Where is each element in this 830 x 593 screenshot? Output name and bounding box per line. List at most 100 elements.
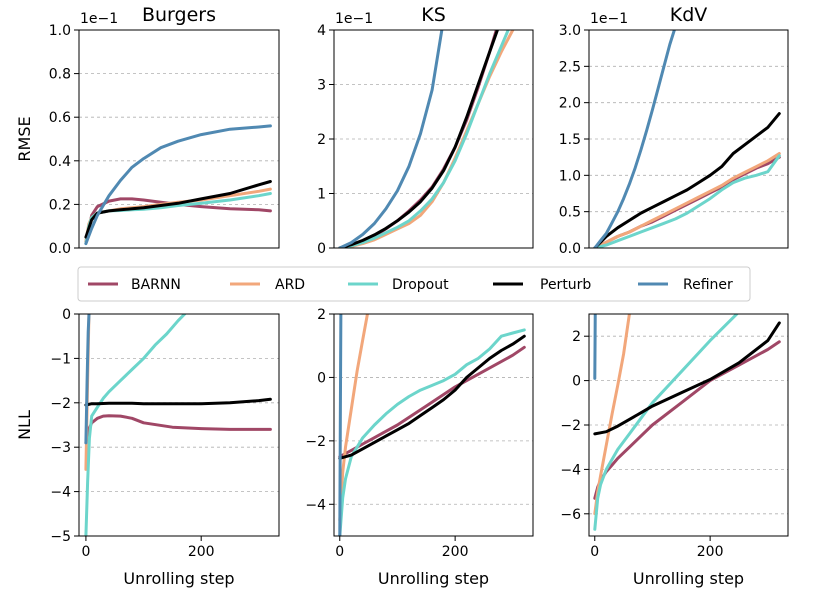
y-tick-label: −2	[50, 396, 71, 412]
y-tick-label: 2	[317, 307, 326, 323]
series-line-perturb	[338, 334, 526, 460]
panel-burgers-nll: −5 −4 −3 −2 −1 0 0 200 NLL Unrolling step	[15, 307, 280, 588]
series-line-dropout	[338, 328, 526, 536]
axes-frame	[78, 29, 280, 249]
series-line-barnn	[338, 345, 526, 459]
y-tick-label: 2	[317, 132, 326, 148]
y-tick-label: 2	[572, 329, 581, 345]
axis-multiplier: 1e−1	[335, 11, 373, 27]
y-tick-label: 0	[572, 374, 581, 390]
x-axis-label: Unrolling step	[378, 569, 489, 588]
legend-item-dropout: Dropout	[348, 277, 449, 293]
x-tick-label: 0	[81, 544, 90, 560]
series-line-refiner	[593, 30, 676, 248]
y-axis-label: NLL	[15, 410, 34, 440]
series-group	[338, 30, 515, 248]
x-tick-label: 0	[590, 544, 599, 560]
y-tick-label: −2	[560, 418, 581, 434]
series-line-barnn	[84, 414, 272, 445]
y-axis-label: RMSE	[15, 116, 34, 161]
series-group	[593, 30, 781, 248]
series-group	[84, 314, 272, 536]
x-tick-label: 200	[697, 544, 724, 560]
axes-frame	[333, 29, 534, 249]
series-line-dropout	[593, 154, 781, 248]
axes-frame	[588, 313, 789, 537]
series-line-barnn	[84, 197, 272, 243]
series-line-dropout	[593, 314, 739, 531]
series-group	[84, 124, 272, 246]
y-tick-label: 0.5	[559, 205, 581, 221]
legend-label-barnn: BARNN	[131, 277, 181, 293]
y-tick-label: −2	[305, 434, 326, 450]
x-tick-label: 0	[335, 544, 344, 560]
y-tick-label: 1.5	[559, 132, 581, 148]
legend-label-ard: ARD	[275, 277, 305, 293]
legend: BARNN ARD Dropout Perturb Refiner	[77, 266, 751, 302]
y-tick-label: 1.0	[49, 23, 71, 39]
x-axis-label: Unrolling step	[633, 569, 744, 588]
axis-multiplier: 1e−1	[590, 11, 628, 27]
series-line-ard	[338, 314, 369, 522]
series-line-refiner	[338, 30, 444, 248]
series-group	[338, 314, 526, 536]
axes-frame	[78, 313, 280, 537]
legend-label-refiner: Refiner	[683, 277, 733, 293]
series-line-refiner	[338, 314, 343, 536]
y-tick-label: −3	[50, 440, 71, 456]
y-tick-label: −5	[50, 529, 71, 545]
series-line-refiner	[84, 124, 272, 246]
y-tick-label: 0.0	[559, 241, 581, 257]
series-line-perturb	[84, 397, 272, 407]
series-line-ard	[593, 152, 781, 248]
series-line-perturb	[338, 30, 500, 248]
series-line-refiner	[84, 314, 91, 445]
y-tick-label: 0	[317, 241, 326, 257]
legend-item-refiner: Refiner	[638, 277, 733, 293]
series-line-refiner	[593, 314, 597, 380]
legend-item-barnn: BARNN	[88, 277, 181, 293]
y-tick-label: 2.5	[559, 59, 581, 75]
panel-kdv-rmse: 0.0 0.5 1.0 1.5 2.0 2.5 3.0 KdV 1e−1	[559, 4, 789, 257]
legend-item-ard: ARD	[230, 277, 305, 293]
y-tick-label: −1	[50, 351, 71, 367]
y-tick-label: 0	[317, 370, 326, 386]
series-line-dropout	[338, 30, 510, 248]
panel-title: Burgers	[142, 4, 216, 26]
legend-label-perturb: Perturb	[540, 277, 591, 293]
series-line-perturb	[593, 112, 781, 248]
legend-label-dropout: Dropout	[392, 277, 449, 293]
y-tick-label: −6	[560, 507, 581, 523]
x-axis-label: Unrolling step	[123, 569, 234, 588]
legend-frame	[77, 266, 751, 302]
y-tick-label: 0	[62, 307, 71, 323]
y-tick-label: 4	[317, 23, 326, 39]
y-tick-label: 1.0	[559, 168, 581, 184]
y-tick-label: 0.6	[49, 110, 71, 126]
panel-title: KdV	[670, 4, 708, 26]
y-tick-label: −4	[560, 462, 581, 478]
legend-item-perturb: Perturb	[493, 277, 591, 293]
panel-kdv-nll: −6 −4 −2 0 2 0 200 Unrolling step	[560, 313, 789, 588]
y-tick-label: −4	[50, 485, 71, 501]
series-group	[593, 314, 781, 531]
x-tick-label: 200	[442, 544, 469, 560]
panels: 0.0 0.2 0.4 0.6 0.8 1.0 Burgers 1e−1 RMSE 0 1 2 3 4 KS…	[15, 4, 789, 588]
y-tick-label: 0.0	[49, 241, 71, 257]
y-tick-label: −4	[305, 497, 326, 513]
y-tick-label: 0.8	[49, 67, 71, 83]
panel-burgers-rmse: 0.0 0.2 0.4 0.6 0.8 1.0 Burgers 1e−1 RMSE	[15, 4, 280, 257]
axis-multiplier: 1e−1	[80, 11, 118, 27]
y-tick-label: 2.0	[559, 96, 581, 112]
y-tick-label: 0.4	[49, 154, 71, 170]
y-tick-label: 1	[317, 187, 326, 203]
x-tick-label: 200	[188, 544, 215, 560]
panel-ks-nll: −4 −2 0 2 0 200 Unrolling step	[305, 307, 534, 588]
panel-ks-rmse: 0 1 2 3 4 KS 1e−1	[317, 4, 534, 257]
axes-frame	[588, 29, 789, 249]
axes-frame	[333, 313, 534, 537]
y-tick-label: 0.2	[49, 197, 71, 213]
series-line-dropout	[84, 314, 187, 536]
y-tick-label: 3	[317, 78, 326, 94]
